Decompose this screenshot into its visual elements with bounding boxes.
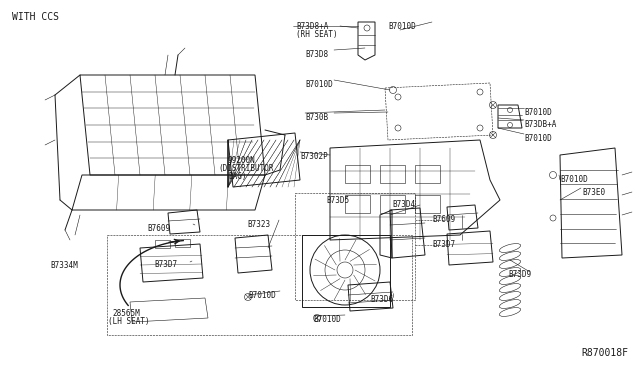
- Bar: [345, 165, 370, 183]
- Bar: [345, 195, 370, 213]
- Text: B7010D: B7010D: [305, 80, 333, 89]
- Text: (DISTRIBUTOR: (DISTRIBUTOR: [218, 164, 273, 173]
- Text: B73D6: B73D6: [370, 295, 393, 304]
- Text: B7334M: B7334M: [50, 261, 77, 270]
- Text: B7323: B7323: [247, 220, 270, 229]
- Bar: [295, 193, 415, 300]
- Text: B73E0: B73E0: [582, 188, 605, 197]
- Text: 99200N: 99200N: [228, 156, 256, 165]
- Text: B73D9: B73D9: [508, 270, 531, 279]
- Text: 28565M: 28565M: [112, 309, 140, 318]
- Text: WITH CCS: WITH CCS: [12, 12, 59, 22]
- Text: B7302P: B7302P: [300, 152, 328, 161]
- Text: B730B: B730B: [305, 113, 328, 122]
- Text: B7010D: B7010D: [388, 22, 416, 31]
- Text: B7010D: B7010D: [313, 315, 340, 324]
- Text: B73D8+A: B73D8+A: [296, 22, 328, 31]
- Text: B73D4: B73D4: [392, 200, 415, 209]
- Bar: [415, 165, 440, 183]
- Bar: [380, 165, 405, 183]
- Text: R870018F: R870018F: [581, 348, 628, 358]
- Text: B7010D: B7010D: [560, 175, 588, 184]
- Bar: [107, 235, 412, 335]
- Text: B73D7: B73D7: [154, 260, 177, 269]
- Text: (RH SEAT): (RH SEAT): [296, 30, 338, 39]
- Text: B7609: B7609: [147, 224, 170, 233]
- Text: B7010D: B7010D: [248, 291, 276, 300]
- Text: (LH SEAT): (LH SEAT): [108, 317, 150, 326]
- Bar: [380, 195, 405, 213]
- Text: B7609: B7609: [432, 215, 455, 224]
- Text: B73D5: B73D5: [326, 196, 349, 205]
- Text: B7010D: B7010D: [524, 108, 552, 117]
- Text: B73D8: B73D8: [305, 50, 328, 59]
- Bar: [155, 240, 170, 248]
- Bar: [302, 235, 390, 307]
- Text: B73D7: B73D7: [432, 240, 455, 249]
- Bar: [175, 239, 190, 247]
- Text: B73DB+A: B73DB+A: [524, 120, 556, 129]
- Text: B7010D: B7010D: [524, 134, 552, 143]
- Text: BAG): BAG): [228, 172, 246, 181]
- Bar: [415, 195, 440, 213]
